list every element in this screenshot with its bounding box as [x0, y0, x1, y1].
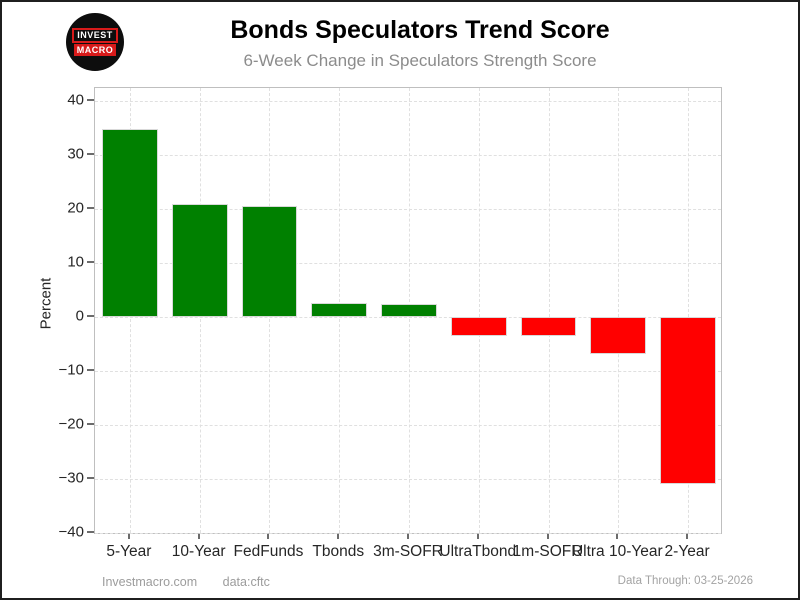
bar-2-year: [660, 316, 716, 485]
y-tick-mark: [87, 422, 94, 425]
plot-area: [94, 87, 722, 534]
y-tick-label: −10: [58, 361, 84, 379]
x-tick-label: 3m-SOFR: [373, 543, 443, 560]
x-tick-mark: [267, 534, 270, 539]
bar-ultratbond: [450, 316, 507, 336]
logo-invest-text: INVEST: [72, 28, 118, 43]
x-tick-label: UltraTbond: [439, 543, 517, 560]
x-tick-mark: [407, 534, 409, 539]
chart-title: Bonds Speculators Trend Score: [230, 16, 610, 44]
gridline-vertical: [478, 88, 480, 533]
y-tick-label: 20: [67, 199, 84, 217]
bar-ultra-10-year: [590, 316, 647, 355]
footer-left: Investmacro.com data:cftc: [102, 575, 270, 589]
y-tick-mark: [87, 98, 94, 101]
x-tick-label: 5-Year: [106, 543, 152, 560]
x-tick-mark: [476, 534, 479, 539]
x-tick-label: Ultra 10-Year: [571, 543, 663, 560]
x-tick-mark: [197, 534, 200, 539]
x-tick-mark: [616, 534, 619, 539]
gridline-horizontal: [95, 262, 721, 264]
investmacro-logo: INVEST MACRO: [66, 13, 124, 71]
y-tick-label: −20: [58, 415, 84, 433]
logo-macro-text: MACRO: [73, 44, 117, 56]
x-tick-label: 2-Year: [664, 543, 710, 560]
gridline-vertical: [548, 88, 550, 533]
footer-data-through: Data Through: 03-25-2026: [617, 575, 753, 587]
gridline-horizontal: [95, 100, 721, 102]
y-tick-label: −40: [58, 523, 84, 541]
x-tick-mark: [686, 534, 689, 539]
y-tick-mark: [87, 368, 94, 371]
gridline-horizontal: [95, 424, 721, 426]
x-tick-label: 10-Year: [171, 543, 226, 560]
x-tick-label: Tbonds: [312, 543, 365, 560]
y-tick-mark: [87, 260, 94, 263]
footer-site: Investmacro.com: [102, 575, 198, 589]
gridline-horizontal: [95, 532, 721, 534]
x-tick-mark: [337, 534, 340, 539]
bar-1m-sofr: [520, 316, 577, 336]
footer-data-source: data:cftc: [222, 575, 270, 589]
x-tick-mark: [546, 534, 549, 539]
gridline-horizontal: [95, 370, 721, 372]
y-tick-mark: [87, 314, 94, 317]
gridline-vertical: [688, 88, 690, 533]
gridline-horizontal: [95, 316, 721, 318]
x-tick-label: FedFunds: [233, 543, 304, 560]
y-tick-label: 40: [67, 91, 84, 109]
y-tick-mark: [87, 476, 94, 479]
bar-10-year: [171, 204, 228, 317]
y-tick-label: −30: [58, 469, 84, 487]
gridline-horizontal: [95, 154, 721, 156]
y-tick-label: 10: [67, 253, 84, 271]
y-tick-label: 30: [67, 145, 84, 163]
gridline-horizontal: [95, 478, 721, 480]
x-tick-mark: [127, 534, 130, 539]
y-tick-mark: [87, 152, 94, 155]
y-tick-mark: [87, 530, 94, 533]
y-tick-mark: [87, 206, 94, 209]
bar-5-year: [101, 129, 158, 317]
bar-3m-sofr: [381, 304, 437, 317]
gridline-horizontal: [95, 208, 721, 210]
gridline-vertical: [618, 88, 620, 533]
bar-fedfunds: [241, 205, 298, 317]
bar-tbonds: [311, 302, 368, 317]
y-tick-label: 0: [75, 307, 84, 325]
chart-subtitle: 6-Week Change in Speculators Strength Sc…: [243, 51, 597, 70]
x-tick-label: 1m-SOFR: [512, 543, 583, 560]
